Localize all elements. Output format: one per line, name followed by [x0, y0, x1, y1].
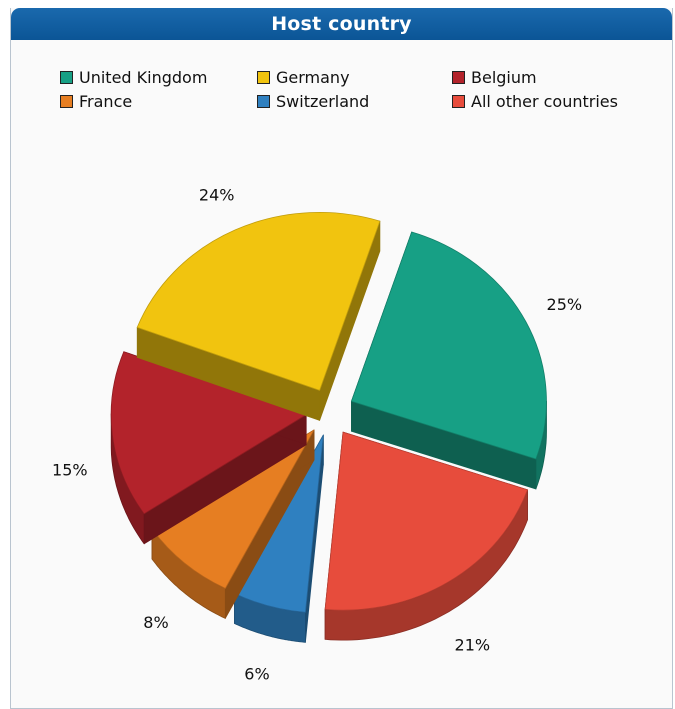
pie-chart: 25% 21% 6% 8% 15% 24%: [52, 186, 583, 684]
pie-slice: [324, 431, 528, 641]
legend-swatch: [60, 95, 73, 108]
legend-label: Switzerland: [276, 92, 370, 111]
legend-label: All other countries: [471, 92, 618, 111]
legend-swatch: [60, 71, 73, 84]
pie-slice: [110, 351, 307, 545]
slice-percent-label: 21%: [455, 636, 491, 655]
pie-slice: [136, 212, 381, 421]
legend-label: United Kingdom: [79, 68, 208, 87]
slice-percent-label: 25%: [547, 295, 583, 314]
legend-swatch: [257, 71, 270, 84]
slice-top: [351, 231, 547, 460]
slice-top: [324, 431, 528, 611]
legend-item: Germany: [257, 68, 350, 88]
slice-top: [136, 212, 381, 391]
legend-swatch: [452, 95, 465, 108]
legend-swatch: [257, 95, 270, 108]
slice-top: [110, 351, 307, 515]
legend: United Kingdom Germany Belgium France Switze…: [48, 60, 648, 112]
slice-percent-label: 8%: [143, 613, 168, 632]
legend-label: Germany: [276, 68, 350, 87]
panel-title: Host country: [11, 8, 672, 40]
legend-item: France: [60, 92, 132, 112]
legend-label: France: [79, 92, 133, 111]
legend-item: Belgium: [452, 68, 537, 88]
slice-percent-label: 6%: [244, 665, 269, 684]
legend-item: Switzerland: [257, 92, 369, 112]
legend-item: United Kingdom: [60, 68, 207, 88]
slice-percent-label: 15%: [52, 461, 88, 480]
pie-slices: [110, 212, 547, 643]
legend-item: All other countries: [452, 92, 618, 112]
pie-slice: [351, 231, 547, 490]
legend-label: Belgium: [471, 68, 537, 87]
legend-swatch: [452, 71, 465, 84]
slice-percent-label: 24%: [199, 186, 235, 205]
